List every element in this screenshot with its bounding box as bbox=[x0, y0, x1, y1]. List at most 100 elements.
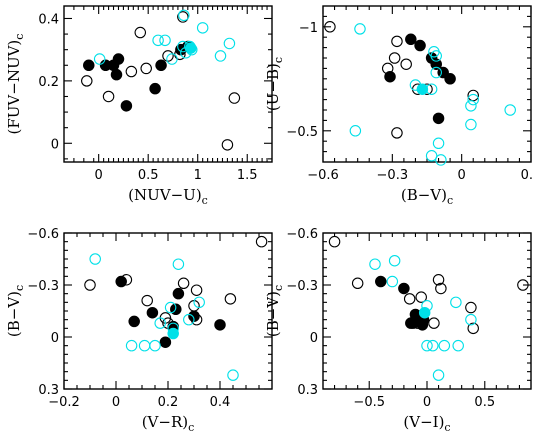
filled-cyan-point bbox=[167, 327, 179, 340]
open-cyan-point bbox=[427, 339, 439, 352]
open-cyan-point bbox=[450, 296, 462, 309]
open-cyan-point bbox=[425, 150, 438, 162]
panel-b-v-vs-v-r: −0.2 0 0.2 0.4−0.6−0.300.3(V−R)c(B−V)c bbox=[5, 227, 273, 434]
open-black-point bbox=[391, 35, 403, 48]
filled-black-point bbox=[444, 73, 456, 85]
y-axis-label-subscript: c bbox=[13, 285, 26, 291]
open-cyan-point bbox=[504, 104, 516, 116]
open-black-point bbox=[140, 62, 152, 75]
panel-u-b-vs-b-v: −0.6−0.300.3−1−0.5(B−V)c(U−B)c bbox=[264, 5, 534, 207]
y-axis-label: (B−V)c bbox=[5, 285, 26, 337]
y-axis-label-subscript: c bbox=[272, 57, 285, 63]
y-axis-label-text: (B−V) bbox=[5, 291, 23, 337]
filled-black-point bbox=[146, 306, 159, 319]
open-cyan-point bbox=[354, 23, 366, 35]
y-axis-label-subscript: c bbox=[13, 34, 26, 40]
open-black-point bbox=[381, 62, 394, 75]
open-black-point bbox=[432, 274, 445, 286]
filled-black-point bbox=[120, 100, 133, 112]
x-axis-label: (NUV−U)c bbox=[128, 186, 208, 207]
open-cyan-point bbox=[467, 93, 479, 106]
open-cyan-point bbox=[388, 254, 401, 267]
x-axis-label-text: (B−V) bbox=[401, 186, 447, 204]
open-black-point bbox=[162, 50, 174, 62]
open-cyan-point bbox=[154, 317, 166, 329]
x-tick-label: −0.6 bbox=[307, 168, 339, 183]
open-black-point bbox=[120, 274, 133, 286]
open-black-point bbox=[435, 282, 447, 295]
filled-black-point bbox=[407, 317, 419, 329]
open-black-point bbox=[465, 301, 477, 314]
open-black-point bbox=[177, 11, 189, 23]
open-black-point bbox=[125, 65, 138, 78]
open-black-point bbox=[412, 317, 424, 329]
open-black-point bbox=[388, 52, 401, 64]
filled-cyan-point bbox=[418, 306, 431, 319]
filled-black-point bbox=[159, 336, 172, 348]
open-cyan-point bbox=[438, 339, 451, 352]
open-cyan-point bbox=[349, 125, 362, 137]
y-axis-label-text: (FUV−NUV) bbox=[5, 40, 23, 135]
panel-b-v-vs-v-i: −0.5 0 0.5−0.6−0.300.3(V−I)c(B−V)c bbox=[264, 227, 532, 434]
filled-black-point bbox=[432, 112, 445, 125]
open-cyan-point bbox=[93, 53, 106, 65]
x-tick-label: 0.4 bbox=[210, 395, 231, 410]
x-tick-label: 0 bbox=[458, 168, 466, 183]
x-tick-label: −0.2 bbox=[48, 395, 80, 410]
open-black-point bbox=[391, 127, 403, 139]
y-axis-label-text: (B−V) bbox=[264, 291, 282, 337]
open-cyan-point bbox=[421, 339, 433, 352]
y-axis-label-text: (U−B) bbox=[264, 63, 282, 111]
open-black-point bbox=[134, 26, 147, 39]
y-axis-label-subscript: c bbox=[272, 285, 285, 291]
open-black-point bbox=[81, 75, 93, 87]
y-tick-label: 0.3 bbox=[38, 383, 59, 398]
open-cyan-point bbox=[196, 22, 209, 34]
x-tick-label: 0.5 bbox=[138, 168, 159, 183]
x-axis-label: (V−R)c bbox=[142, 413, 195, 434]
y-axis-label: (U−B)c bbox=[264, 57, 285, 111]
open-cyan-point bbox=[386, 275, 399, 288]
open-black-point bbox=[403, 293, 416, 305]
open-cyan-point bbox=[465, 313, 477, 326]
filled-black-point bbox=[214, 319, 226, 331]
x-axis-label-subscript: c bbox=[444, 421, 450, 434]
y-tick-label: −0.6 bbox=[286, 227, 318, 242]
filled-black-point bbox=[375, 275, 387, 288]
open-cyan-point bbox=[214, 50, 227, 62]
x-axis-label-subscript: c bbox=[188, 421, 194, 434]
x-axis-label: (B−V)c bbox=[401, 186, 453, 207]
open-cyan-point bbox=[432, 369, 445, 381]
open-cyan-point bbox=[178, 9, 190, 22]
open-black-point bbox=[324, 21, 336, 33]
open-black-point bbox=[351, 277, 364, 290]
open-cyan-point bbox=[452, 339, 464, 352]
open-cyan-point bbox=[152, 34, 164, 47]
filled-black-point bbox=[398, 282, 410, 295]
open-black-point bbox=[428, 317, 440, 329]
x-axis-label-text: (NUV−U) bbox=[128, 186, 202, 204]
x-tick-label: 0 bbox=[423, 395, 431, 410]
filled-black-point bbox=[172, 287, 185, 300]
open-black-point bbox=[400, 58, 412, 70]
open-cyan-point bbox=[430, 66, 442, 79]
y-tick-label: 0 bbox=[51, 331, 59, 346]
open-cyan-point bbox=[369, 258, 381, 270]
open-cyan-point bbox=[149, 339, 161, 352]
open-black-point bbox=[177, 277, 190, 290]
open-cyan-point bbox=[138, 339, 151, 352]
y-axis-label: (FUV−NUV)c bbox=[5, 34, 26, 135]
y-tick-label: −1 bbox=[299, 21, 318, 36]
filled-black-point bbox=[112, 53, 125, 65]
x-tick-label: −0.3 bbox=[377, 168, 409, 183]
open-black-point bbox=[221, 139, 234, 151]
open-black-point bbox=[467, 322, 479, 335]
open-black-point bbox=[415, 291, 427, 303]
y-tick-label: −0.3 bbox=[286, 279, 318, 294]
x-tick-label: 0 bbox=[112, 395, 120, 410]
x-axis-label-subscript: c bbox=[202, 194, 208, 207]
open-black-point bbox=[517, 279, 529, 291]
x-axis-label: (V−I)c bbox=[403, 413, 450, 434]
filled-cyan-point bbox=[185, 42, 197, 54]
